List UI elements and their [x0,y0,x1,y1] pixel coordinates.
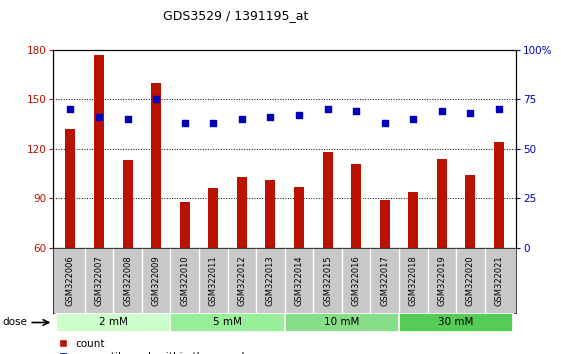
Text: GSM322018: GSM322018 [409,255,418,306]
Text: GDS3529 / 1391195_at: GDS3529 / 1391195_at [163,9,309,22]
Bar [237,177,247,248]
Bar [180,201,190,248]
Bar [494,142,504,248]
Point [466,110,475,116]
Legend: count, percentile rank within the sample: count, percentile rank within the sample [58,339,251,354]
Text: GSM322014: GSM322014 [295,255,304,306]
FancyBboxPatch shape [399,313,513,332]
Point [151,96,160,102]
Point [180,120,189,126]
Point [266,114,275,120]
Point [66,106,75,112]
Text: GSM322016: GSM322016 [352,255,361,306]
Bar [294,187,304,248]
Text: 2 mM: 2 mM [99,318,128,327]
Text: GSM322015: GSM322015 [323,255,332,306]
Point [209,120,218,126]
Point [352,108,361,114]
Bar [94,55,104,248]
FancyBboxPatch shape [171,313,284,332]
Text: GSM322011: GSM322011 [209,255,218,306]
Text: GSM322017: GSM322017 [380,255,389,306]
Point [380,120,389,126]
Bar [466,175,475,248]
Bar [380,200,390,248]
Text: 10 mM: 10 mM [324,318,360,327]
Text: GSM322019: GSM322019 [438,255,447,306]
Text: GSM322021: GSM322021 [494,255,503,306]
Point [237,116,246,122]
Bar [265,180,275,248]
Text: dose: dose [3,318,27,327]
Text: GSM322013: GSM322013 [266,255,275,306]
Text: GSM322012: GSM322012 [237,255,246,306]
Bar [151,82,161,248]
Bar [408,192,419,248]
Bar [122,160,132,248]
Text: GSM322009: GSM322009 [151,255,160,306]
Bar [351,164,361,248]
Text: GSM322010: GSM322010 [180,255,189,306]
Text: GSM322006: GSM322006 [66,255,75,306]
Text: 5 mM: 5 mM [213,318,242,327]
Point [494,106,503,112]
Point [323,106,332,112]
Point [123,116,132,122]
Point [438,108,447,114]
Text: GSM322020: GSM322020 [466,255,475,306]
Bar [66,129,75,248]
Point [295,112,304,118]
Point [94,114,103,120]
Bar [323,152,333,248]
Point [409,116,418,122]
Text: GSM322007: GSM322007 [94,255,104,306]
FancyBboxPatch shape [284,313,399,332]
FancyBboxPatch shape [56,313,171,332]
Bar [437,159,447,248]
Bar [208,188,218,248]
Text: 30 mM: 30 mM [439,318,474,327]
Text: GSM322008: GSM322008 [123,255,132,306]
